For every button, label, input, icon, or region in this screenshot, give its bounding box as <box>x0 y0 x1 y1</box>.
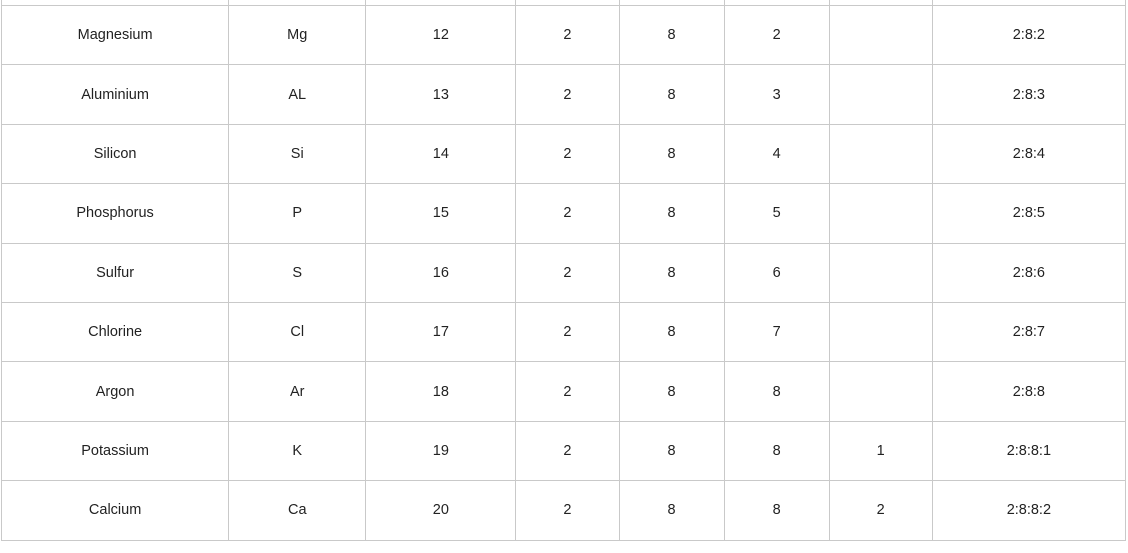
cell-name: Aluminium <box>0 64 230 125</box>
cell-shell-1: 2 <box>515 480 620 541</box>
cell-atomic-number: 14 <box>365 123 517 185</box>
cell-symbol: S <box>228 242 367 303</box>
cell-atomic-number: 15 <box>365 183 517 244</box>
cell-shell-2: 8 <box>618 4 725 66</box>
cell-configuration: 2:8:8:2 <box>931 480 1127 541</box>
cell-shell-2: 8 <box>618 301 725 363</box>
cell-configuration: 2:8:8 <box>931 361 1127 422</box>
cell-shell-3: 6 <box>723 242 830 303</box>
table-row: Silicon Si 14 2 8 4 2:8:4 <box>0 123 1127 185</box>
cell-shell-2: 8 <box>618 123 725 185</box>
cell-atomic-number: 16 <box>365 242 517 303</box>
cell-symbol: Si <box>228 123 367 185</box>
table-row: Magnesium Mg 12 2 8 2 2:8:2 <box>0 4 1127 66</box>
cell-configuration: 2:8:8:1 <box>931 420 1127 482</box>
cell-symbol: Ca <box>228 480 367 541</box>
cell-shell-2: 8 <box>618 420 725 482</box>
cell-shell-4 <box>828 301 933 363</box>
cell-shell-1: 2 <box>515 420 620 482</box>
cell-name: Phosphorus <box>0 183 230 244</box>
cell-configuration: 2:8:4 <box>931 123 1127 185</box>
cell-shell-3: 3 <box>723 64 830 125</box>
table-row: Phosphorus P 15 2 8 5 2:8:5 <box>0 183 1127 244</box>
cell-name: Magnesium <box>0 4 230 66</box>
cell-symbol: AL <box>228 64 367 125</box>
cell-shell-3: 8 <box>723 420 830 482</box>
cell-name: Potassium <box>0 420 230 482</box>
cell-shell-2: 8 <box>618 183 725 244</box>
cell-atomic-number: 18 <box>365 361 517 422</box>
cell-shell-4 <box>828 183 933 244</box>
cell-shell-1: 2 <box>515 123 620 185</box>
cell-shell-3: 7 <box>723 301 830 363</box>
cell-atomic-number: 20 <box>365 480 517 541</box>
cell-symbol: Cl <box>228 301 367 363</box>
table-row: Sulfur S 16 2 8 6 2:8:6 <box>0 242 1127 303</box>
cell-shell-4 <box>828 361 933 422</box>
cell-shell-2: 8 <box>618 242 725 303</box>
cell-name: Chlorine <box>0 301 230 363</box>
cell-shell-3: 2 <box>723 4 830 66</box>
cell-atomic-number: 13 <box>365 64 517 125</box>
cell-shell-4: 2 <box>828 480 933 541</box>
cell-name: Sulfur <box>0 242 230 303</box>
cell-symbol: K <box>228 420 367 482</box>
cell-symbol: P <box>228 183 367 244</box>
cell-symbol: Ar <box>228 361 367 422</box>
cell-atomic-number: 17 <box>365 301 517 363</box>
cell-shell-3: 4 <box>723 123 830 185</box>
table-row: Calcium Ca 20 2 8 8 2 2:8:8:2 <box>0 480 1127 541</box>
cell-shell-4 <box>828 242 933 303</box>
cell-shell-1: 2 <box>515 242 620 303</box>
cell-shell-1: 2 <box>515 361 620 422</box>
electron-configuration-table: Magnesium Mg 12 2 8 2 2:8:2 Aluminium AL 13 2 8 3 2:8… <box>0 0 1127 541</box>
cell-shell-2: 8 <box>618 480 725 541</box>
cell-name: Argon <box>0 361 230 422</box>
cell-configuration: 2:8:5 <box>931 183 1127 244</box>
cell-shell-1: 2 <box>515 301 620 363</box>
cell-shell-1: 2 <box>515 4 620 66</box>
table-row: Argon Ar 18 2 8 8 2:8:8 <box>0 361 1127 422</box>
cell-configuration: 2:8:3 <box>931 64 1127 125</box>
cell-configuration: 2:8:7 <box>931 301 1127 363</box>
cell-shell-1: 2 <box>515 183 620 244</box>
cell-atomic-number: 12 <box>365 4 517 66</box>
cell-shell-3: 5 <box>723 183 830 244</box>
cell-atomic-number: 19 <box>365 420 517 482</box>
cell-name: Calcium <box>0 480 230 541</box>
cell-symbol: Mg <box>228 4 367 66</box>
cell-shell-1: 2 <box>515 64 620 125</box>
cell-configuration: 2:8:2 <box>931 4 1127 66</box>
cell-shell-4: 1 <box>828 420 933 482</box>
cell-shell-4 <box>828 123 933 185</box>
cell-shell-4 <box>828 4 933 66</box>
table-row: Potassium K 19 2 8 8 1 2:8:8:1 <box>0 420 1127 482</box>
cell-shell-3: 8 <box>723 480 830 541</box>
table-body: Magnesium Mg 12 2 8 2 2:8:2 Aluminium AL 13 2 8 3 2:8… <box>0 0 1127 541</box>
table-row: Chlorine Cl 17 2 8 7 2:8:7 <box>0 301 1127 363</box>
cell-shell-2: 8 <box>618 64 725 125</box>
cell-shell-4 <box>828 64 933 125</box>
cell-shell-3: 8 <box>723 361 830 422</box>
table-row: Aluminium AL 13 2 8 3 2:8:3 <box>0 64 1127 125</box>
cell-shell-2: 8 <box>618 361 725 422</box>
cell-configuration: 2:8:6 <box>931 242 1127 303</box>
cell-name: Silicon <box>0 123 230 185</box>
